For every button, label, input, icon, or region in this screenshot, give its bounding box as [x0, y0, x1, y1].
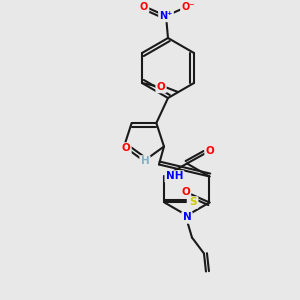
Text: N: N [183, 212, 191, 223]
Text: H: H [141, 157, 149, 166]
Text: O: O [122, 143, 130, 154]
Text: S: S [190, 197, 197, 208]
Text: O: O [157, 82, 165, 92]
Text: NH: NH [166, 172, 183, 182]
Text: O: O [140, 2, 148, 12]
Text: O: O [181, 188, 190, 197]
Text: N⁺: N⁺ [159, 11, 173, 21]
Text: O⁻: O⁻ [181, 2, 195, 12]
Text: O: O [206, 146, 214, 157]
